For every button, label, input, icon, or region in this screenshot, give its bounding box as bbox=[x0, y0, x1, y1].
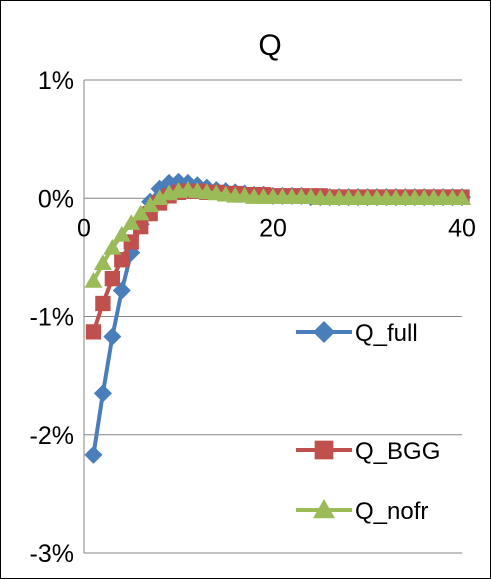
y-tick-label: -3% bbox=[30, 540, 74, 568]
data-point bbox=[112, 225, 131, 242]
chart-title: Q bbox=[258, 29, 281, 62]
y-tick-label: -2% bbox=[30, 422, 74, 450]
legend-item: Q_BGG bbox=[296, 438, 440, 465]
x-tick-label: 20 bbox=[259, 214, 287, 242]
data-point bbox=[93, 384, 112, 403]
series-Q_nofr bbox=[84, 180, 471, 288]
legend-item: Q_nofr bbox=[296, 498, 428, 525]
y-tick-labels: 1% 0% -1% -2% -3% bbox=[30, 67, 74, 568]
y-tick-label: 0% bbox=[38, 185, 74, 213]
data-point bbox=[84, 272, 103, 288]
data-point bbox=[141, 196, 160, 213]
legend-label: Q_BGG bbox=[355, 438, 440, 465]
data-point bbox=[95, 295, 111, 312]
y-tick-label: 1% bbox=[38, 67, 74, 95]
legend-label: Q_full bbox=[355, 320, 418, 347]
data-point bbox=[133, 218, 149, 235]
data-point bbox=[84, 445, 103, 464]
legend: Q_full Q_BGG Q_nofr bbox=[296, 320, 440, 525]
data-point bbox=[103, 327, 122, 346]
x-tick-labels: 0 20 40 bbox=[77, 214, 476, 242]
x-tick-label: 0 bbox=[77, 214, 91, 242]
data-point bbox=[104, 271, 120, 287]
data-point bbox=[93, 254, 112, 271]
data-point bbox=[122, 214, 141, 230]
legend-marker bbox=[313, 499, 335, 519]
data-point bbox=[85, 324, 102, 340]
data-point bbox=[103, 238, 122, 255]
series-layer bbox=[84, 172, 471, 464]
x-tick-label: 40 bbox=[448, 214, 476, 242]
legend-item: Q_full bbox=[296, 320, 418, 347]
data-point bbox=[453, 189, 471, 205]
legend-label: Q_nofr bbox=[355, 498, 428, 525]
legend-marker bbox=[313, 321, 335, 343]
data-point bbox=[114, 252, 130, 268]
data-point bbox=[150, 189, 169, 205]
y-tick-label: -1% bbox=[30, 304, 74, 332]
legend-marker bbox=[314, 440, 334, 460]
gridlines bbox=[84, 79, 462, 554]
data-point bbox=[131, 204, 150, 221]
